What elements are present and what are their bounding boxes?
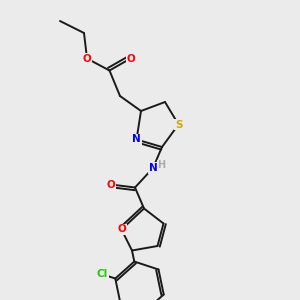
Text: N: N [132, 134, 141, 145]
Text: N: N [148, 163, 158, 173]
Text: O: O [106, 179, 116, 190]
Text: Cl: Cl [97, 269, 108, 279]
Text: H: H [157, 160, 166, 170]
Text: O: O [117, 224, 126, 235]
Text: O: O [126, 53, 135, 64]
Text: O: O [82, 53, 91, 64]
Text: S: S [175, 119, 182, 130]
